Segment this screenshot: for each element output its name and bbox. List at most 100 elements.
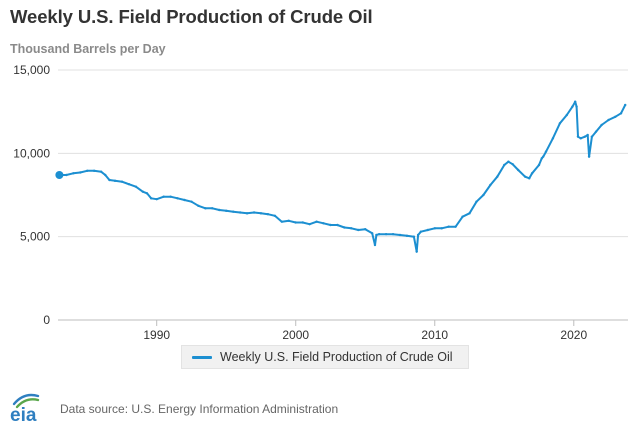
data-point <box>586 133 589 137</box>
data-point <box>544 150 548 153</box>
data-point <box>516 168 520 172</box>
legend[interactable]: Weekly U.S. Field Production of Crude Oi… <box>181 345 469 369</box>
data-point <box>190 200 193 203</box>
data-point <box>419 230 423 233</box>
data-point <box>384 232 388 236</box>
data-point <box>225 209 228 213</box>
data-point <box>415 250 418 253</box>
data-point <box>218 208 221 212</box>
data-point <box>579 137 582 140</box>
y-tick-label: 10,000 <box>13 146 50 160</box>
data-point <box>108 178 111 182</box>
data-point <box>79 171 82 174</box>
data-point <box>336 223 339 227</box>
footer: eia Data source: U.S. Energy Information… <box>0 390 640 427</box>
data-point <box>364 227 367 231</box>
data-point <box>301 221 304 224</box>
data-point <box>565 113 569 117</box>
series-line-0[interactable] <box>58 100 627 253</box>
data-point <box>322 222 325 225</box>
x-axis-ticks: 1990 2000 2010 2020 <box>143 320 587 342</box>
data-point <box>197 204 200 208</box>
eia-logo-icon[interactable]: eia <box>8 390 52 424</box>
data-source-text: Data source: U.S. Energy Information Adm… <box>60 402 339 416</box>
eia-logo-arc-blue <box>12 393 40 406</box>
data-point <box>503 163 506 167</box>
data-point <box>85 169 89 173</box>
data-point <box>511 162 514 166</box>
data-point <box>273 214 277 218</box>
data-point <box>468 212 471 215</box>
legend-label: Weekly U.S. Field Production of Crude Oi… <box>220 350 453 364</box>
data-point <box>571 105 574 108</box>
data-point <box>373 243 377 247</box>
data-point <box>496 175 499 178</box>
data-point <box>575 105 578 108</box>
data-point <box>315 220 318 223</box>
data-point <box>447 225 450 228</box>
y-tick-label: 15,000 <box>13 63 50 77</box>
data-point <box>528 177 531 180</box>
chart-title: Weekly U.S. Field Production of Crude Oi… <box>10 6 373 27</box>
data-point <box>614 115 617 118</box>
x-tick-label: 2000 <box>282 328 309 342</box>
data-point <box>587 155 591 158</box>
data-point <box>573 100 577 103</box>
data-point <box>619 112 623 115</box>
data-point <box>65 173 68 177</box>
data-point <box>583 135 587 138</box>
data-point <box>461 215 464 218</box>
y-axis-ticks: 0 5,000 10,000 15,000 <box>13 63 50 327</box>
data-point <box>252 211 256 214</box>
data-point <box>183 198 186 202</box>
data-point <box>475 200 478 203</box>
data-point <box>120 180 124 183</box>
data-point <box>113 179 117 183</box>
data-point <box>350 227 353 230</box>
data-point <box>489 183 492 187</box>
data-point <box>377 232 381 236</box>
data-point <box>541 155 545 158</box>
eia-logo-text: eia <box>10 405 37 424</box>
data-point <box>416 233 420 237</box>
data-point <box>329 223 332 227</box>
data-point <box>624 103 627 107</box>
data-point <box>127 182 131 186</box>
y-tick-label: 0 <box>43 313 50 327</box>
data-point <box>440 227 443 230</box>
data-point <box>176 197 179 200</box>
data-point <box>280 220 284 223</box>
data-point <box>412 235 416 238</box>
data-point <box>72 172 75 175</box>
data-point <box>482 193 485 197</box>
data-point <box>558 122 562 125</box>
data-point <box>162 195 165 198</box>
data-point <box>375 233 378 237</box>
data-point <box>104 173 107 177</box>
gridlines <box>58 69 628 321</box>
x-tick-label: 2020 <box>560 328 587 342</box>
data-point <box>294 221 297 224</box>
data-point <box>576 135 580 138</box>
x-tick-label: 2010 <box>421 328 448 342</box>
data-point <box>155 197 158 201</box>
data-point <box>507 160 510 163</box>
x-tick-label: 1990 <box>143 328 170 342</box>
data-point <box>343 226 346 229</box>
data-point <box>594 130 598 133</box>
data-point <box>433 227 436 230</box>
data-point <box>287 219 290 223</box>
series-start-marker[interactable] <box>55 171 64 179</box>
data-point <box>149 197 153 200</box>
data-point <box>308 222 311 226</box>
data-point <box>370 232 374 235</box>
data-point <box>551 137 555 140</box>
data-point <box>145 192 149 195</box>
data-point <box>540 157 544 160</box>
legend-swatch-icon <box>192 355 212 359</box>
data-point <box>169 195 172 198</box>
data-point <box>398 233 402 237</box>
data-point <box>231 210 235 213</box>
data-point <box>454 225 457 228</box>
